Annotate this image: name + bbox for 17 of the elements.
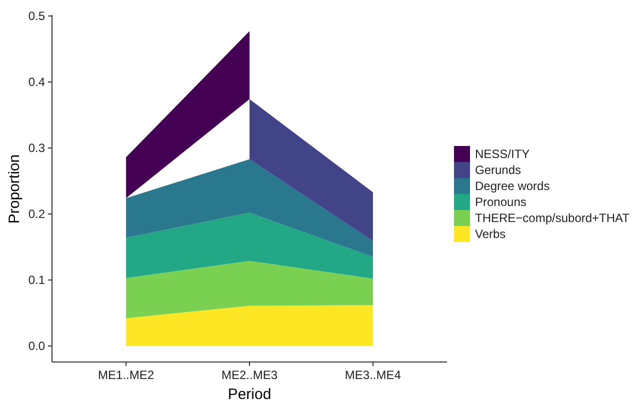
- x-axis-title: Period: [228, 386, 272, 401]
- legend-label: Verbs: [475, 227, 506, 242]
- y-tick-label: 0.0: [28, 339, 46, 354]
- legend-label: THERE−comp/subord+THAT: [475, 211, 630, 226]
- legend-label: NESS/ITY: [475, 147, 530, 162]
- x-tick-label: ME3..ME4: [344, 368, 402, 382]
- y-axis-title: Proportion: [6, 154, 23, 224]
- x-tick-label: ME1..ME2: [98, 368, 154, 382]
- legend-label: Degree words: [475, 179, 550, 194]
- legend-label: Pronouns: [475, 195, 526, 210]
- y-tick-label: 0.4: [28, 75, 46, 90]
- y-tick-label: 0.5: [28, 9, 46, 24]
- y-tick-label: 0.3: [28, 141, 46, 156]
- legend-label: Gerunds: [475, 163, 522, 178]
- y-tick-label: 0.1: [28, 273, 46, 288]
- x-tick-label: ME2..ME3: [221, 368, 278, 382]
- y-tick-label: 0.2: [28, 207, 46, 222]
